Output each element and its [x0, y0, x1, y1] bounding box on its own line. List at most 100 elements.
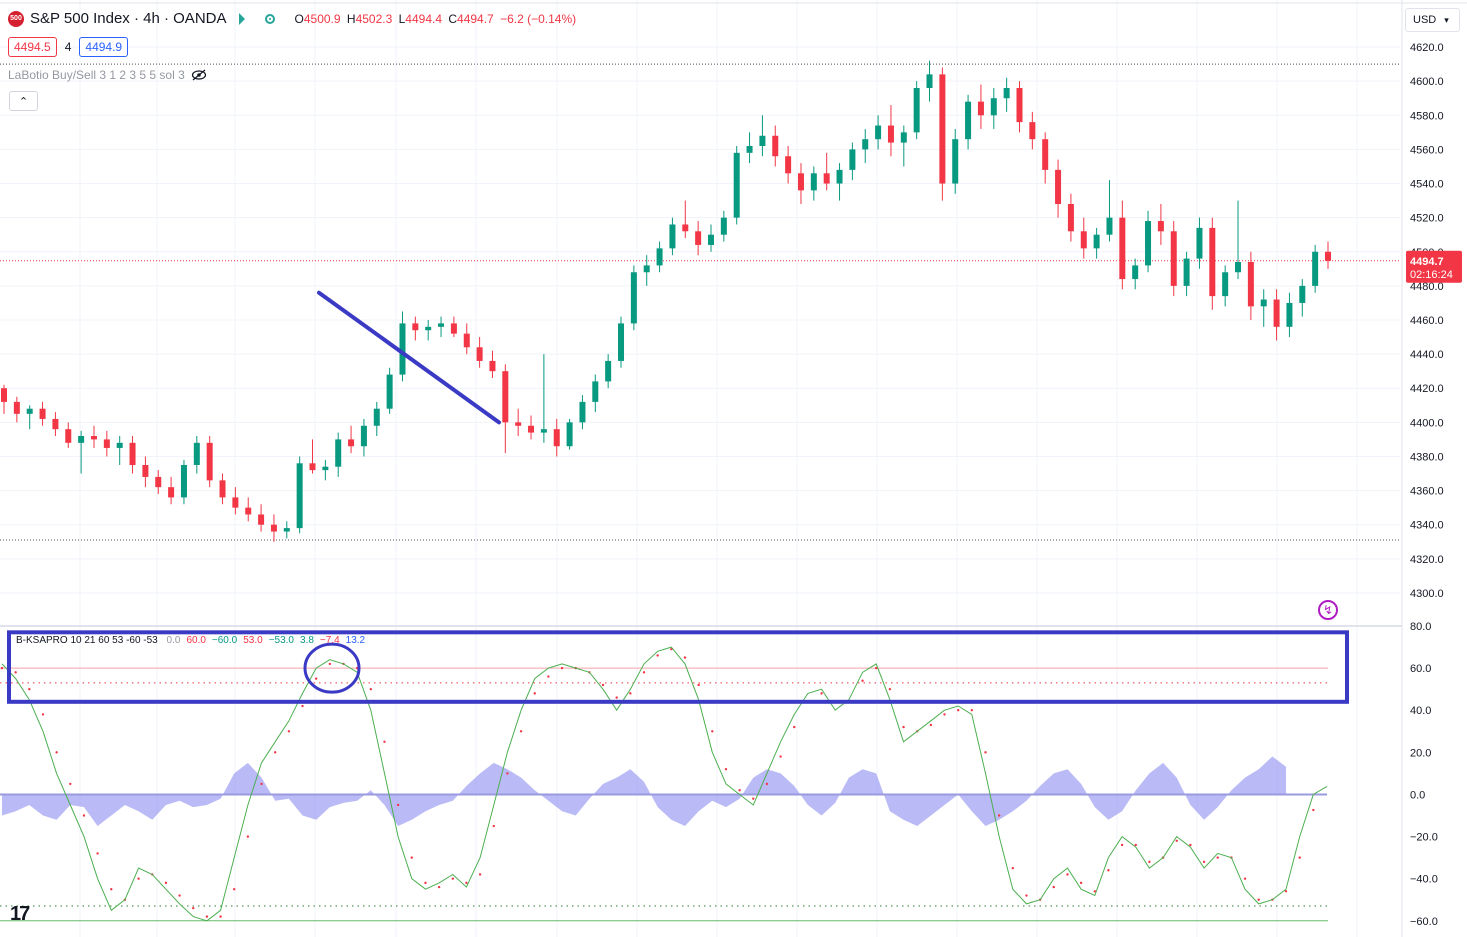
candle-body [168, 487, 175, 498]
price-tick-label: 4320.0 [1410, 554, 1444, 566]
candles [1, 60, 1331, 542]
signal-dot [929, 723, 933, 727]
signal-dot [956, 709, 960, 712]
last-price-label: 4494.7 [1410, 256, 1444, 268]
buy-price-button[interactable]: 4494.9 [79, 37, 129, 57]
candle-body [900, 132, 907, 143]
signal-dot [424, 881, 427, 885]
rectangle-drawing[interactable] [7, 630, 1349, 704]
candle-body [939, 74, 946, 184]
candle-body [502, 371, 509, 423]
bid-ask: 4494.5 4 4494.9 [8, 37, 129, 57]
price-axis: 4300.0 4320.0 4340.0 4360.0 4380.0 4400.0 4420… [1406, 42, 1462, 928]
oscillator-tick-label: −20.0 [1410, 832, 1438, 844]
candle-body [412, 323, 419, 331]
candle-body [566, 422, 573, 447]
sell-price-button[interactable]: 4494.5 [8, 37, 57, 57]
price-tick-label: 4360.0 [1410, 486, 1444, 498]
candle-body [1029, 122, 1036, 140]
currency-selector[interactable]: USD ▾ [1405, 8, 1460, 32]
candle-body [1235, 262, 1242, 273]
annotations[interactable] [7, 290, 1349, 704]
signal-dot [1079, 881, 1083, 885]
candle-body [1299, 285, 1306, 303]
chevron-up-icon[interactable]: ⌃ [9, 91, 38, 111]
signal-dot [301, 704, 304, 708]
signal-dot [55, 751, 58, 754]
candle-body [528, 425, 535, 433]
oscillator-value: −7.4 [319, 635, 340, 646]
candle-body [515, 422, 522, 426]
oscillator-value: 3.8 [300, 635, 314, 646]
signal-dot [697, 683, 700, 687]
signal-dot [96, 852, 99, 855]
indicator-legend[interactable]: LaBotio Buy/Sell 3 1 2 3 5 5 sol 3 [8, 68, 207, 82]
signal-dot [1257, 898, 1260, 901]
circle-drawing[interactable] [303, 642, 361, 694]
oscillator-line [1, 646, 1328, 922]
signal-dot [547, 675, 550, 678]
candle-body [810, 173, 817, 191]
candle-body [592, 381, 599, 402]
signal-dot [888, 687, 892, 691]
signal-dot [1298, 856, 1301, 859]
signal-dot [820, 692, 823, 695]
price-tick-label: 4300.0 [1410, 588, 1444, 600]
oscillator-tick-label: 80.0 [1410, 621, 1431, 633]
candle-body [823, 173, 830, 184]
candle-body [348, 439, 355, 447]
candle-body [1247, 262, 1254, 307]
symbol-title[interactable]: S&P 500 Index · 4h · OANDA [30, 10, 227, 27]
candle-body [849, 149, 856, 170]
signal-dot [1107, 869, 1110, 872]
candle-body [926, 74, 933, 88]
signal-dot [1052, 885, 1056, 889]
signal-dot [1011, 866, 1015, 870]
signal-dot [642, 671, 646, 674]
candle-body [553, 429, 560, 447]
signal-dot [656, 654, 659, 657]
signal-dot [1312, 808, 1315, 812]
signal-dot [192, 906, 195, 910]
signal-dot [233, 888, 236, 891]
oscillator-tick-label: 0.0 [1410, 789, 1425, 801]
signal-dot [28, 687, 31, 691]
trend-line-drawing[interactable] [317, 290, 501, 425]
signal-dot [383, 740, 386, 744]
signal-dot [1025, 894, 1028, 897]
spread-value: 4 [64, 40, 72, 54]
signal-dot [69, 782, 72, 786]
oscillator-value: −60.0 [211, 635, 238, 646]
oscillator-value: 53.0 [243, 635, 263, 646]
candle-body [52, 418, 59, 430]
price-tick-label: 4400.0 [1410, 417, 1444, 429]
oscillator-tick-label: 60.0 [1410, 663, 1431, 675]
candle-body [669, 224, 676, 249]
signal-dot [943, 713, 946, 716]
candle-body [643, 265, 650, 273]
price-tick-label: 4340.0 [1410, 520, 1444, 532]
lightning-icon[interactable]: ↯ [1318, 600, 1338, 620]
candle-body [1325, 251, 1331, 261]
histogram-area [2, 756, 1287, 826]
candle-body [977, 101, 984, 116]
candle-body [836, 169, 843, 184]
price-tick-label: 4440.0 [1410, 349, 1444, 361]
signal-dot [752, 797, 755, 800]
signal-dot [410, 856, 413, 859]
eye-crossed-icon[interactable] [191, 69, 207, 81]
oscillator-legend[interactable]: B-KSAPRO 10 21 60 53 -60 -53 0.0 60.0 −60.… [16, 635, 377, 646]
candle-body [180, 465, 187, 498]
candle-body [887, 125, 894, 143]
candle-body [952, 139, 959, 184]
signal-dot [601, 683, 605, 687]
price-tick-label: 4620.0 [1410, 42, 1444, 54]
candle-body [1209, 227, 1216, 297]
candle-body [605, 360, 612, 382]
candle-body [772, 135, 779, 157]
signal-dot [219, 915, 222, 918]
signal-dot [615, 696, 618, 699]
signal-dot [793, 725, 796, 729]
candle-body [360, 425, 367, 447]
